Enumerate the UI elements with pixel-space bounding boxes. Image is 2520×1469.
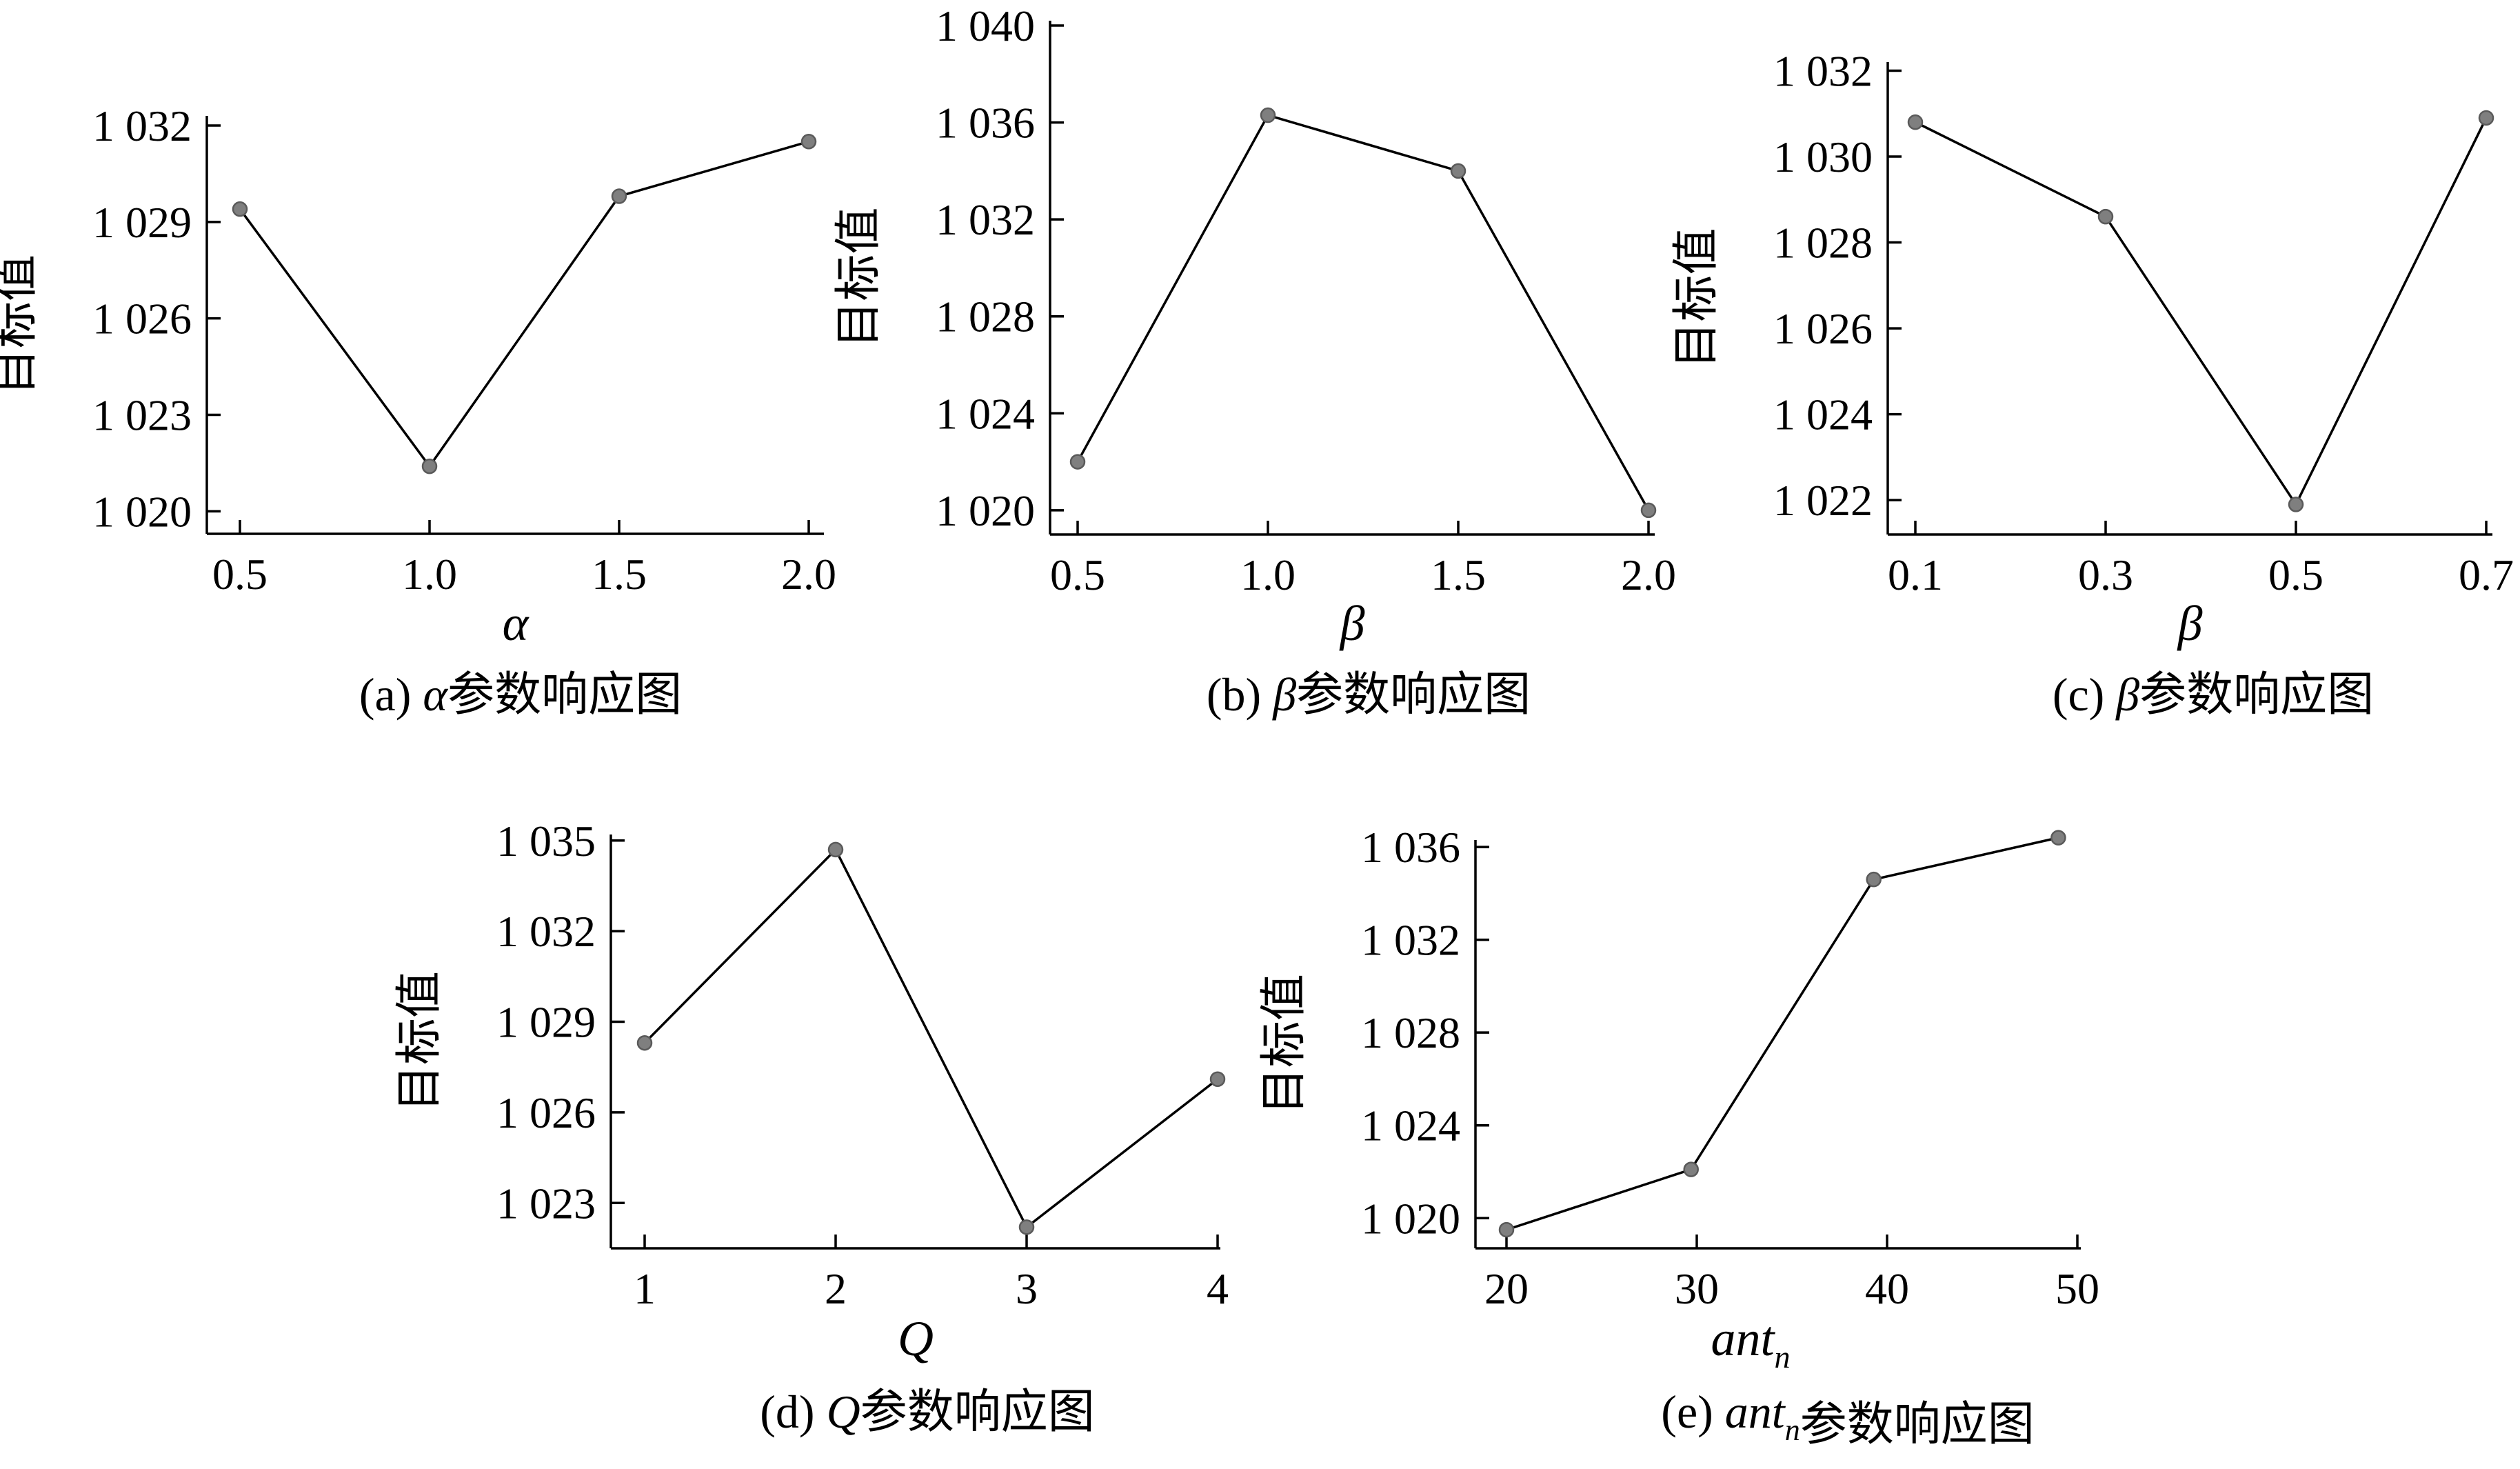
data-point: [1209, 1071, 1226, 1087]
y-tick-label: 1 029: [496, 998, 596, 1047]
data-point: [232, 201, 248, 217]
chart-panel-3: 1 022 1 024 1 026 1 028 1 030 1 032 0.1 0.3 0.5 0…: [1669, 46, 2514, 722]
y-axis-label: 目标值: [392, 971, 447, 1112]
y-tick-label: 1 024: [1361, 1101, 1460, 1150]
data-point: [1498, 1221, 1515, 1238]
x-tick-label: 0.7: [2459, 550, 2514, 599]
y-tick-label: 1 029: [92, 198, 192, 247]
x-tick-label: 3: [1016, 1264, 1038, 1313]
data-point: [421, 458, 438, 474]
y-tick-label: 1 024: [1773, 390, 1873, 439]
y-tick-label: 1 032: [936, 195, 1035, 244]
y-tick-label: 1 032: [496, 907, 596, 956]
y-tick-label: 1 020: [1361, 1194, 1460, 1243]
y-axis-label: 目标值: [831, 207, 886, 348]
y-tick-label: 1 023: [92, 391, 192, 440]
y-tick-label: 1 032: [1773, 46, 1873, 95]
x-tick-label: 1.0: [1240, 550, 1296, 599]
data-point: [800, 134, 817, 150]
chart-panel-5: 1 020 1 024 1 028 1 032 1 036 20 30 40 50 目标值 antn…: [1257, 823, 2099, 1452]
data-point: [1683, 1161, 1699, 1177]
x-axis-label: α: [503, 596, 530, 651]
data-point: [1640, 502, 1657, 519]
data-point: [2097, 208, 2114, 225]
y-tick-label: 1 035: [496, 817, 596, 866]
y-tick-label: 1 036: [1361, 823, 1460, 872]
series-line: [1506, 836, 2059, 1231]
data-point: [827, 841, 844, 858]
y-tick-label: 1 026: [92, 294, 192, 343]
x-axis-label: β: [1339, 596, 1365, 651]
data-point: [2050, 830, 2066, 846]
x-tick-label: 50: [2055, 1264, 2099, 1313]
x-tick-label: 2: [825, 1264, 847, 1313]
chart-panel-1: 1 020 1 023 1 026 1 029 1 032 0.5 1.0 1.5 2.0 目标值…: [0, 101, 836, 722]
y-tick-label: 1 032: [92, 101, 192, 150]
x-axis-label: Q: [898, 1311, 934, 1366]
x-tick-label: 0.3: [2078, 550, 2133, 599]
y-tick-label: 1 020: [92, 487, 192, 536]
y-tick-label: 1 024: [936, 389, 1035, 438]
x-tick-label: 2.0: [1621, 550, 1676, 599]
chart-caption: (c) β参数响应图: [2053, 668, 2374, 722]
series-line: [1915, 117, 2488, 507]
x-tick-label: 2.0: [781, 550, 836, 599]
x-tick-label: 40: [1865, 1264, 1909, 1313]
data-point: [1260, 107, 1276, 123]
y-tick-label: 1 032: [1361, 916, 1460, 965]
x-axis-label: antn: [1711, 1311, 1790, 1375]
y-tick-label: 1 026: [1773, 304, 1873, 353]
chart-panel-2: 1 020 1 024 1 028 1 032 1 036 1 040 0.5 1.0 1.5 2…: [831, 1, 1676, 722]
y-tick-label: 1 028: [1361, 1008, 1460, 1057]
chart-caption: (b) β参数响应图: [1207, 668, 1531, 722]
data-point: [1866, 871, 1882, 888]
chart-caption: (e) antn参数响应图: [1661, 1386, 2034, 1452]
chart-caption: (a) α参数响应图: [359, 668, 682, 722]
x-tick-label: 0.5: [2268, 550, 2324, 599]
y-tick-label: 1 023: [496, 1179, 596, 1228]
series-line: [239, 140, 809, 469]
x-tick-label: 1: [634, 1264, 656, 1313]
data-point: [636, 1035, 653, 1051]
x-tick-label: 0.5: [1050, 550, 1105, 599]
data-point: [1069, 454, 1086, 470]
x-tick-label: 20: [1484, 1264, 1529, 1313]
data-point: [611, 188, 627, 204]
x-tick-label: 1.0: [402, 550, 457, 599]
series-line: [1076, 113, 1650, 511]
y-tick-label: 1 022: [1773, 476, 1873, 525]
data-point: [1907, 114, 1924, 130]
series-line: [643, 847, 1219, 1230]
x-tick-label: 30: [1675, 1264, 1719, 1313]
y-tick-label: 1 026: [496, 1088, 596, 1137]
data-point: [2288, 497, 2304, 512]
chart-panel-4: 1 023 1 026 1 029 1 032 1 035 1 2 3 4 目标值 Q (d) Q参数…: [392, 817, 1229, 1439]
y-tick-label: 1 028: [1773, 219, 1873, 268]
x-tick-label: 1.5: [592, 550, 647, 599]
x-tick-label: 4: [1207, 1264, 1229, 1313]
x-tick-label: 1.5: [1431, 550, 1486, 599]
data-point: [1018, 1219, 1035, 1235]
y-axis-label: 目标值: [0, 254, 43, 395]
y-tick-label: 1 028: [936, 292, 1035, 341]
x-tick-label: 0.1: [1888, 550, 1943, 599]
data-point: [2478, 110, 2494, 126]
y-tick-label: 1 040: [936, 1, 1035, 50]
y-axis-label: 目标值: [1257, 974, 1311, 1115]
y-axis-label: 目标值: [1669, 228, 1724, 368]
x-tick-label: 0.5: [212, 550, 268, 599]
y-tick-label: 1 030: [1773, 132, 1873, 181]
y-tick-label: 1 020: [936, 486, 1035, 535]
x-axis-label: β: [2177, 596, 2203, 651]
y-tick-label: 1 036: [936, 99, 1035, 148]
chart-caption: (d) Q参数响应图: [760, 1385, 1094, 1439]
data-point: [1450, 163, 1466, 179]
